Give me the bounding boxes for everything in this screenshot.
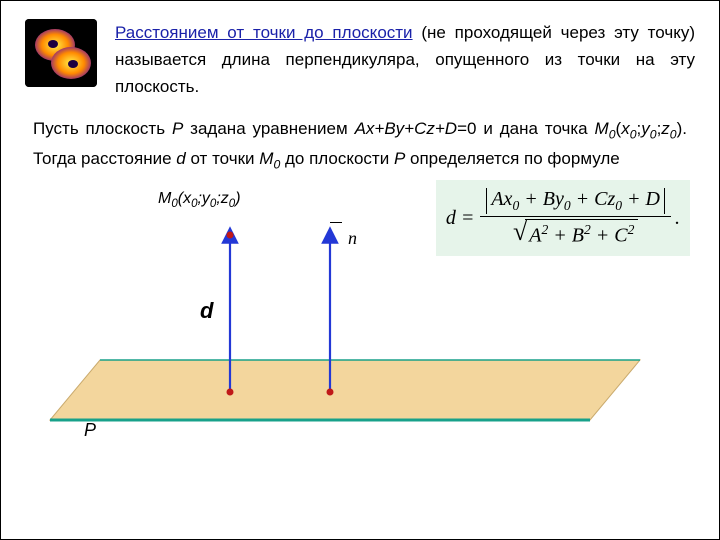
n-bar	[330, 222, 342, 223]
decorative-3d-icon	[25, 19, 97, 87]
p-label: P	[84, 420, 96, 441]
d-label: d	[200, 298, 213, 324]
definition-term: Расстоянием от точки до плоскости	[115, 23, 413, 42]
geometry-diagram	[30, 180, 690, 480]
figure-area: M0(x0;y0;z0) d = Ax0 + By0 + Cz0 + D √ A…	[30, 180, 690, 480]
definition-text: Расстоянием от точки до плоскости (не пр…	[115, 19, 695, 101]
n-label: n	[348, 228, 357, 249]
formula-paragraph: Пусть плоскость P задана уравнением Ax+B…	[33, 115, 687, 175]
